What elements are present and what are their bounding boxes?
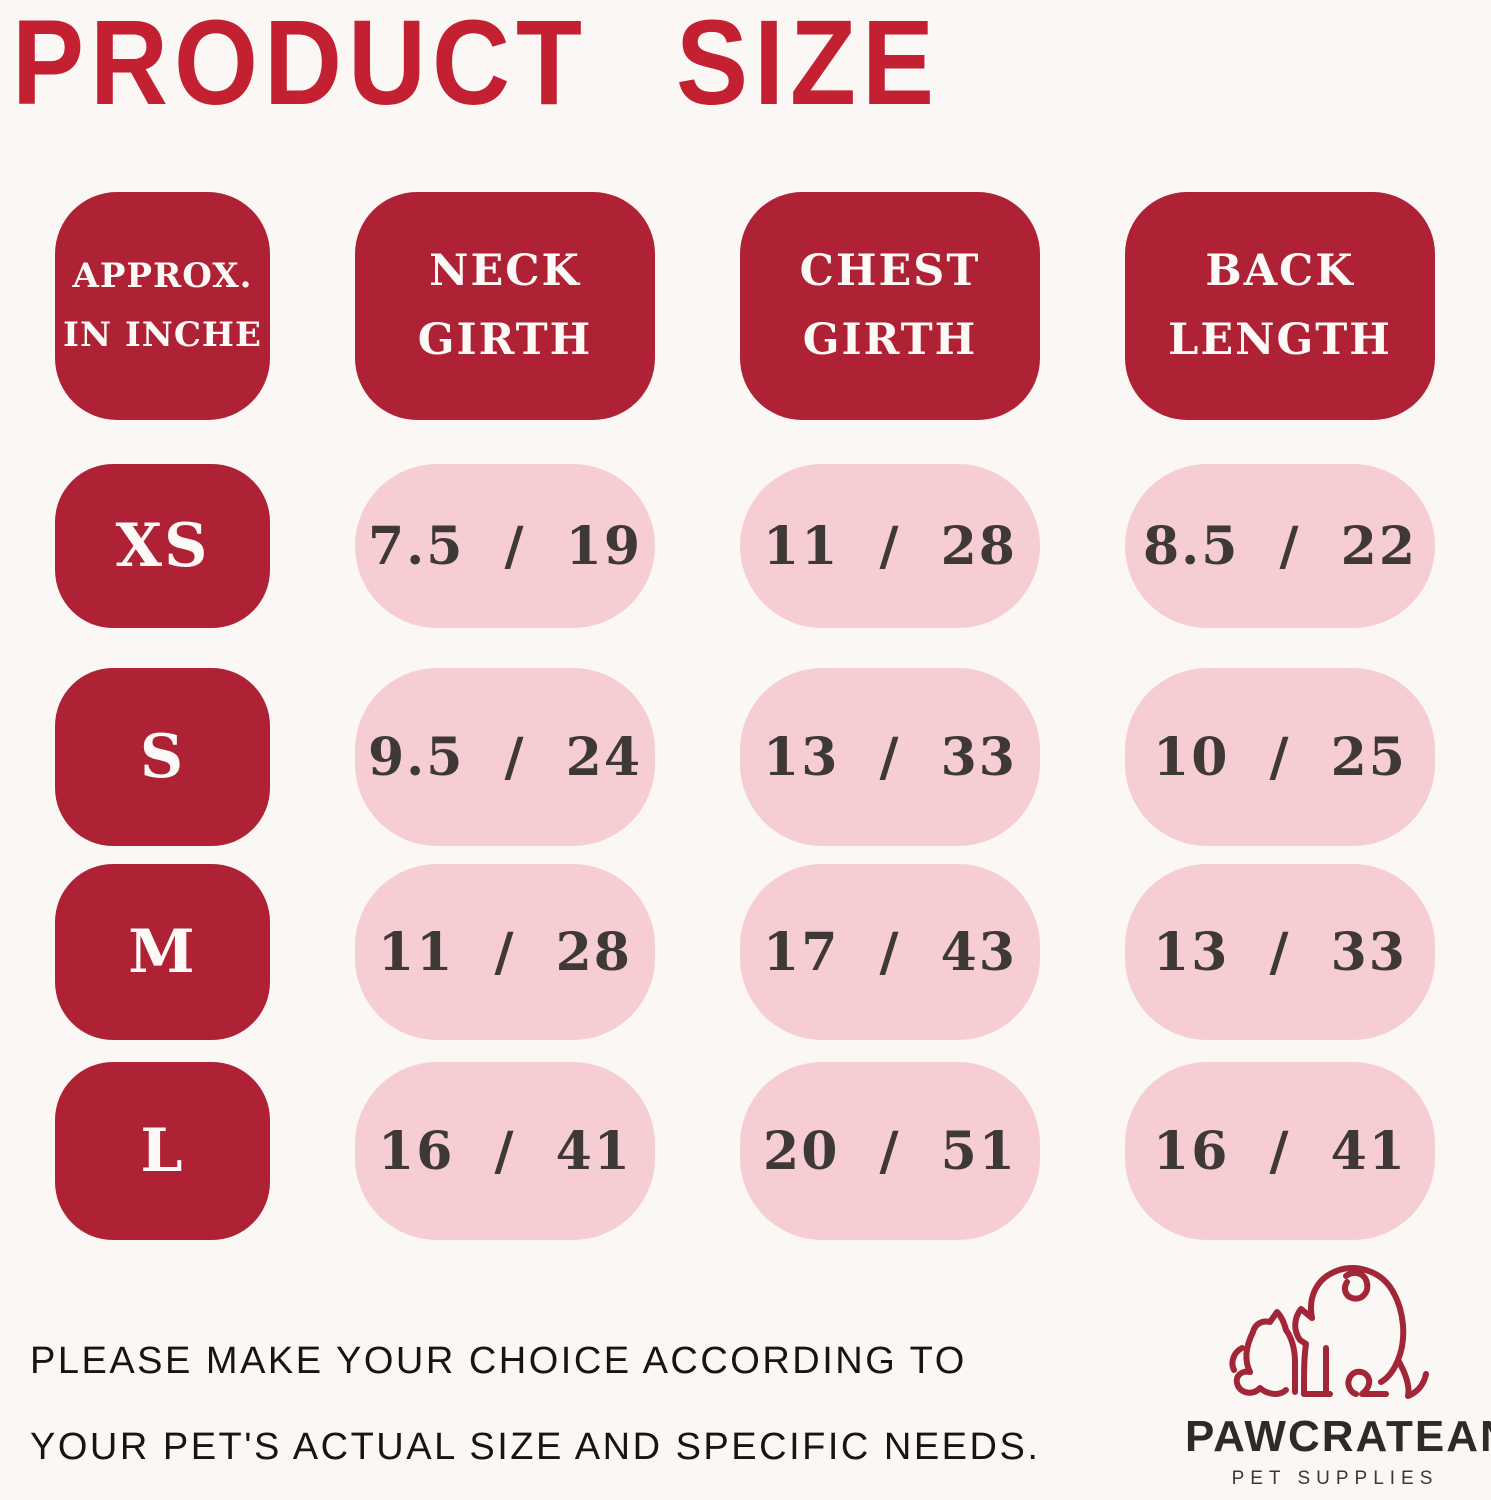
header-back-length: BACK LENGTH	[1125, 192, 1435, 420]
header-back-line2: LENGTH	[1168, 315, 1392, 365]
value-l-neck: 16 / 41	[355, 1062, 655, 1240]
value-xs-chest: 11 / 28	[740, 464, 1040, 628]
header-approx-line2: IN INCHE	[63, 315, 262, 355]
header-approx-in-inches: APPROX. IN INCHE	[55, 192, 270, 420]
header-neck-line1: NECK	[429, 246, 581, 297]
page-title: PRODUCT SIZE	[12, 0, 941, 130]
value-s-back: 10 / 25	[1125, 668, 1435, 846]
value-l-back: 16 / 41	[1125, 1062, 1435, 1240]
advice-note-line2: YOUR PET'S ACTUAL SIZE AND SPECIFIC NEED…	[30, 1426, 1041, 1468]
advice-note-line1: PLEASE MAKE YOUR CHOICE ACCORDING TO	[30, 1340, 967, 1382]
size-badge-l: L	[55, 1062, 270, 1240]
size-badge-m: M	[55, 864, 270, 1040]
table-row-xs: XS 7.5 / 19 11 / 28 8.5 / 22	[55, 464, 1435, 628]
header-chest-line2: GIRTH	[802, 315, 978, 365]
value-m-back: 13 / 33	[1125, 864, 1435, 1040]
table-row-m: M 11 / 28 17 / 43 13 / 33	[55, 864, 1435, 1040]
brand-logo: PAWCRATEAN PET SUPPLIES	[1185, 1252, 1491, 1490]
value-l-chest: 20 / 51	[740, 1062, 1040, 1240]
value-xs-back: 8.5 / 22	[1125, 464, 1435, 628]
table-row-l: L 16 / 41 20 / 51 16 / 41	[55, 1062, 1435, 1240]
brand-name: PAWCRATEAN	[1185, 1412, 1491, 1461]
logo-dog-cat-icon	[1228, 1265, 1429, 1399]
value-m-neck: 11 / 28	[355, 864, 655, 1040]
value-xs-neck: 7.5 / 19	[355, 464, 655, 628]
header-back-line1: BACK	[1205, 246, 1355, 297]
size-badge-s: S	[55, 668, 270, 846]
header-approx-line1: APPROX.	[72, 255, 253, 296]
value-m-chest: 17 / 43	[740, 864, 1040, 1040]
table-row-s: S 9.5 / 24 13 / 33 10 / 25	[55, 668, 1435, 846]
header-chest-line1: CHEST	[799, 246, 981, 297]
header-neck-line2: GIRTH	[417, 315, 593, 365]
value-s-neck: 9.5 / 24	[355, 668, 655, 846]
value-s-chest: 13 / 33	[740, 668, 1040, 846]
advice-note: PLEASE MAKE YOUR CHOICE ACCORDING TO YOU…	[30, 1318, 1040, 1490]
table-header-row: APPROX. IN INCHE NECK GIRTH CHEST GIRTH …	[55, 192, 1435, 420]
brand-tagline: PET SUPPLIES	[1231, 1468, 1439, 1489]
size-badge-xs: XS	[55, 464, 270, 628]
header-chest-girth: CHEST GIRTH	[740, 192, 1040, 420]
header-neck-girth: NECK GIRTH	[355, 192, 655, 420]
